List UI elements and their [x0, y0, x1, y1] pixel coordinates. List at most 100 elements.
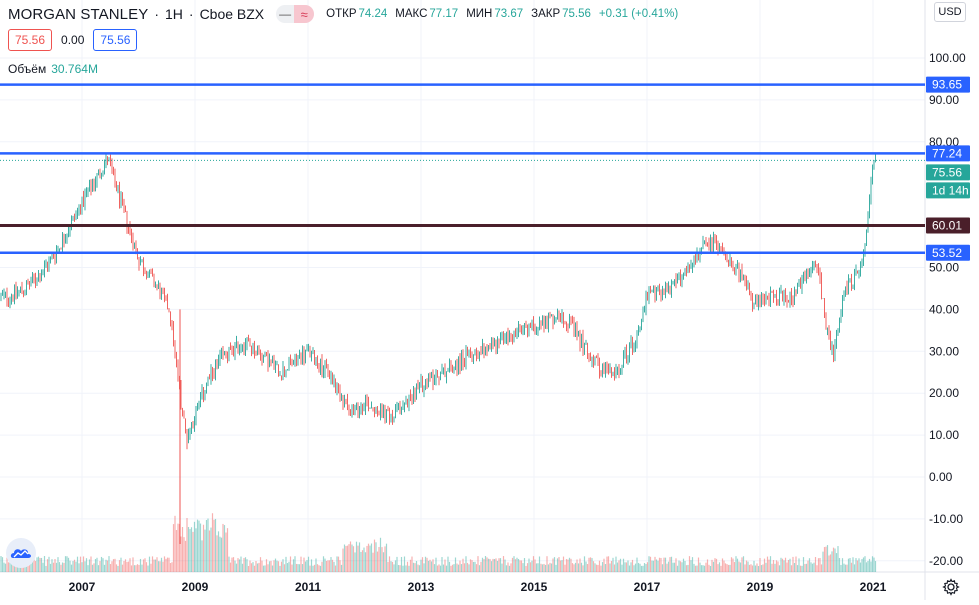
line-price-tag[interactable]: 77.24: [932, 146, 962, 160]
volume-bar: [828, 555, 830, 572]
volume-bar: [765, 562, 767, 572]
volume-bar: [234, 560, 236, 572]
volume-bar: [130, 565, 133, 572]
volume-bar: [715, 558, 718, 572]
volume-bar: [72, 561, 74, 572]
volume-bar: [280, 561, 283, 572]
volume-bar: [172, 524, 175, 572]
volume-bar: [789, 558, 791, 572]
line-price-tag[interactable]: 53.52: [932, 246, 962, 260]
volume-bar: [478, 565, 481, 572]
line-price-tag-bg: [926, 145, 970, 162]
volume-bar: [583, 556, 586, 572]
volume-bar: [129, 558, 131, 572]
line-price-tag-bg: [926, 76, 970, 93]
volume-bar: [223, 525, 226, 572]
volume-bar: [540, 563, 542, 572]
last-price-tag[interactable]: 75.56: [932, 165, 962, 179]
sell-price-button[interactable]: 75.56: [8, 29, 53, 51]
volume-bar: [375, 542, 377, 572]
volume-bar: [186, 518, 188, 572]
volume-bar: [630, 562, 632, 572]
volume-bar: [577, 563, 580, 572]
currency-button[interactable]: USD: [934, 2, 966, 22]
volume-bar: [858, 558, 860, 572]
countdown-tag[interactable]: 1d 14h: [932, 183, 969, 197]
volume-bar: [651, 560, 653, 572]
volume-bar: [253, 565, 256, 572]
volume-bar: [279, 565, 281, 572]
price-tick-label: 20.00: [929, 386, 959, 400]
line-price-tag[interactable]: 60.01: [932, 219, 962, 233]
volume-bar: [300, 556, 302, 572]
volume-bar: [516, 557, 518, 572]
volume-bar: [703, 565, 706, 572]
volume-bar: [127, 561, 130, 572]
minus-icon[interactable]: —: [279, 7, 292, 21]
tradingview-logo[interactable]: [6, 538, 36, 568]
volume-bar: [183, 537, 185, 572]
buy-price-button[interactable]: 75.56: [93, 29, 138, 51]
volume-bar: [687, 564, 689, 572]
volume-bar: [636, 557, 638, 572]
volume-bar: [865, 562, 868, 572]
volume-bar: [31, 559, 34, 572]
volume-bar: [505, 565, 508, 572]
volume-bar: [39, 557, 41, 572]
interval-label[interactable]: 1H: [164, 6, 183, 22]
volume-bar: [88, 559, 91, 572]
volume-bar: [423, 563, 425, 572]
volume-bar: [96, 557, 98, 572]
time-tick-label: 2013: [408, 580, 435, 594]
volume-bar: [685, 565, 688, 572]
volume-bar: [247, 565, 250, 572]
volume-bar: [492, 558, 494, 572]
volume-bar: [778, 565, 781, 572]
volume-bar: [108, 556, 110, 572]
volume-bar: [297, 564, 299, 572]
volume-bar: [864, 556, 866, 572]
volume-bar: [807, 560, 809, 572]
ohlc-readout: ОТКР 74.24 МАКС 77.17 МИН 73.67 ЗАКР 75.56 +…: [326, 8, 684, 20]
volume-bar: [618, 560, 620, 572]
volume-bar: [502, 556, 505, 572]
line-price-tag[interactable]: 93.65: [932, 78, 962, 92]
volume-bar: [436, 565, 439, 572]
volume-bar: [496, 560, 499, 572]
volume-bar: [639, 563, 641, 572]
volume-bar: [399, 565, 401, 572]
volume-bar: [168, 557, 170, 572]
chart-style-toggle[interactable]: — ≈: [276, 5, 315, 23]
volume-bar: [175, 530, 178, 572]
volume-bar: [100, 556, 103, 572]
price-tick-label: -10.00: [929, 512, 963, 526]
volume-bar: [444, 559, 446, 572]
volume-bar: [342, 548, 344, 572]
volume-bar: [340, 564, 343, 572]
approx-icon[interactable]: ≈: [294, 5, 315, 23]
volume-bar: [837, 546, 839, 572]
volume-bar: [874, 561, 877, 572]
volume-bar: [772, 560, 775, 572]
volume-bar: [840, 564, 842, 572]
volume-bar: [801, 565, 803, 572]
volume-bar: [54, 558, 56, 572]
volume-bar: [207, 518, 209, 572]
volume-bar: [363, 547, 365, 572]
volume-bar: [451, 564, 454, 572]
volume-bar: [288, 561, 290, 572]
volume-bar: [63, 562, 65, 572]
volume-bar: [34, 561, 37, 572]
settings-gear-icon[interactable]: [942, 578, 960, 596]
volume-bar: [219, 536, 221, 572]
symbol-name[interactable]: MORGAN STANLEY: [8, 5, 149, 23]
volume-bar: [195, 528, 197, 572]
volume-bar: [856, 560, 859, 572]
volume-bar: [24, 563, 26, 572]
volume-bar: [42, 562, 44, 572]
volume-bar: [831, 551, 833, 572]
volume-bar: [222, 523, 224, 572]
volume-bar: [495, 558, 497, 572]
